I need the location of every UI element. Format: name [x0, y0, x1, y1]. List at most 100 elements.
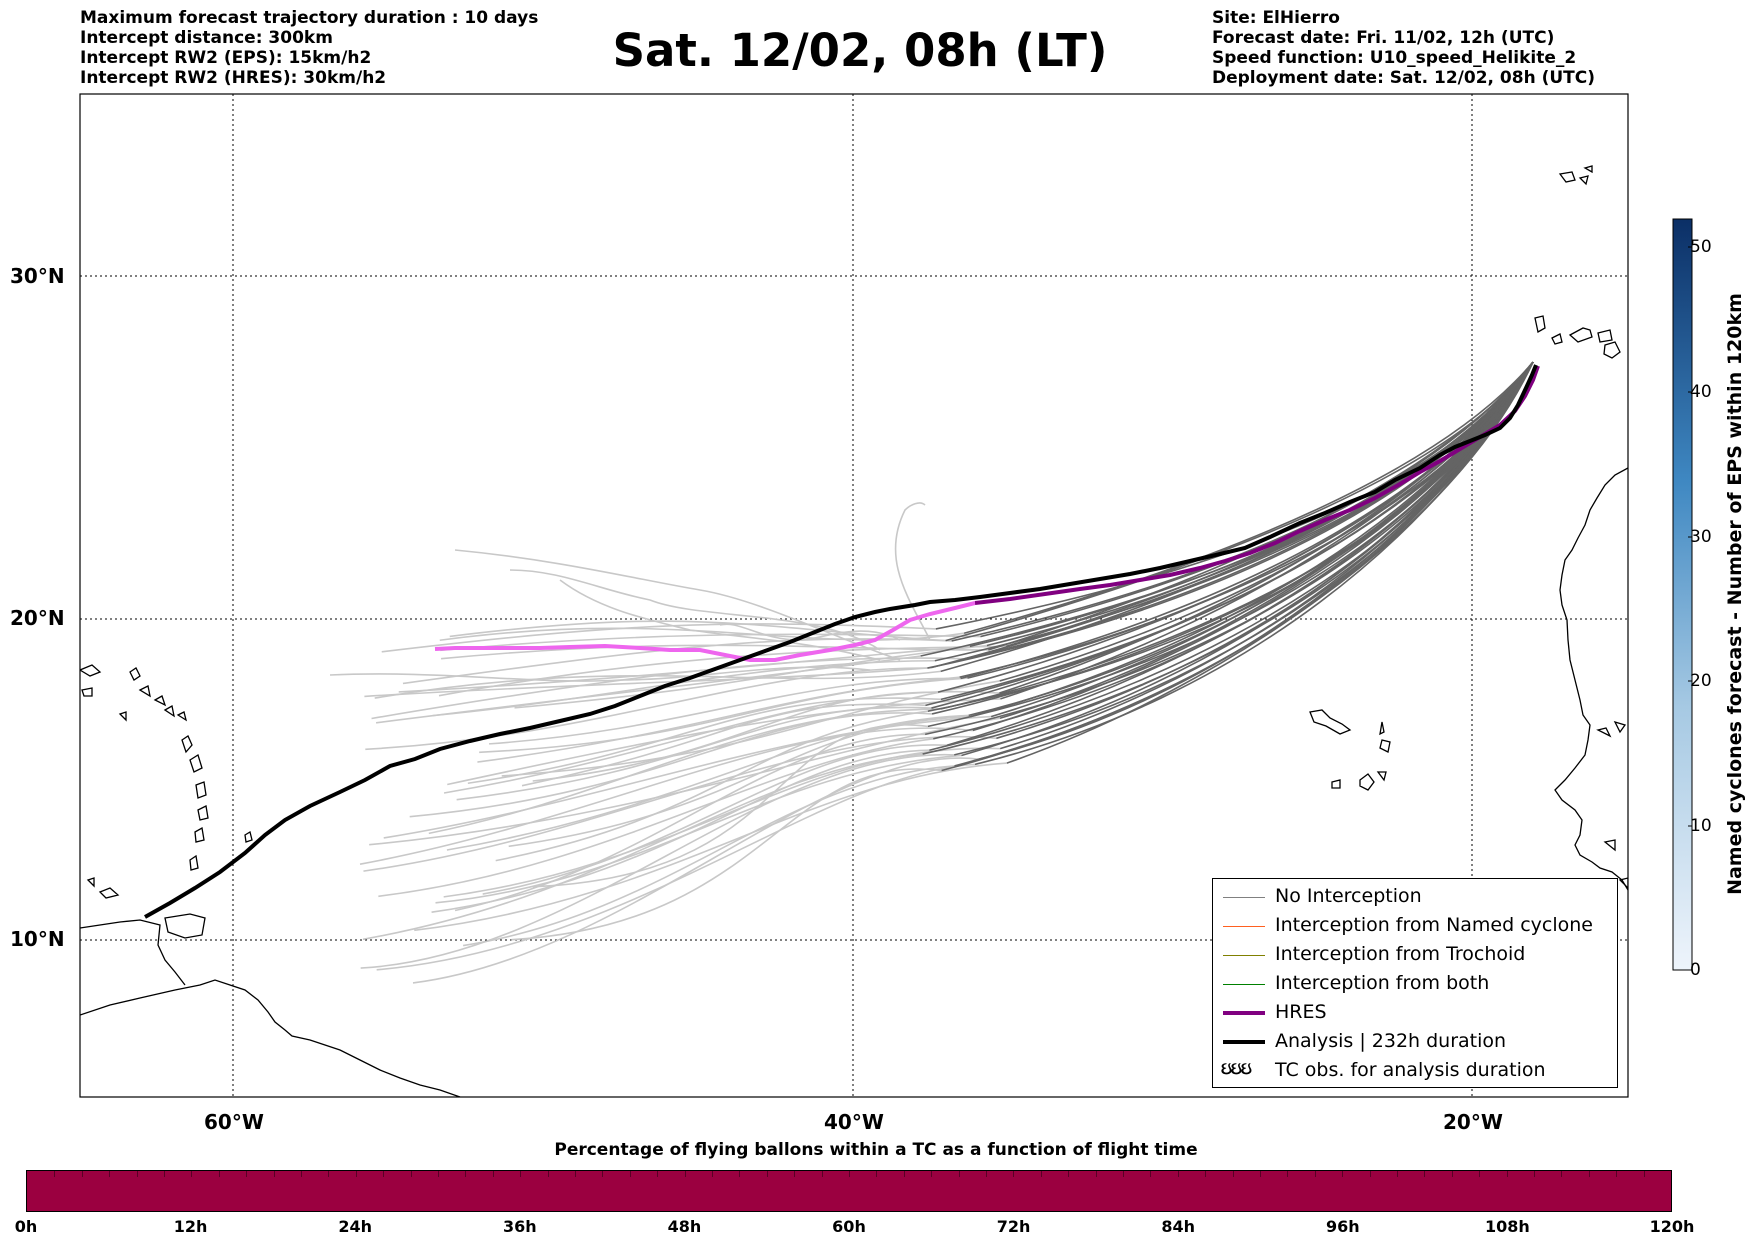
- time-bar-separator: [602, 1171, 604, 1177]
- time-bar-separator: [1643, 1171, 1645, 1177]
- time-bar-separator: [1013, 1171, 1015, 1177]
- time-bar-separator: [657, 1171, 659, 1177]
- time-bar-separator: [1123, 1171, 1124, 1177]
- time-bar-separator: [1095, 1171, 1097, 1177]
- time-bar-separator: [903, 1171, 905, 1177]
- cape-verde-islands: [1309, 709, 1391, 791]
- time-bar-separator: [136, 1171, 138, 1177]
- tc-obs-symbol-icon: ઇઇઇ: [1221, 1059, 1252, 1079]
- intercept-distance-text: Intercept distance: 300km: [80, 28, 333, 48]
- header-right-info: Site: ElHierro Forecast date: Fri. 11/02…: [1212, 8, 1595, 88]
- page-title: Sat. 12/02, 08h (LT): [612, 24, 1108, 77]
- eps-trajectory-dark: [980, 361, 1534, 638]
- lesser-antilles-4: [197, 805, 209, 821]
- header-left-info: Maximum forecast trajectory duration : 1…: [80, 8, 538, 88]
- eps-trajectory-light: [488, 677, 961, 745]
- eps-trajectory-dark: [988, 361, 1534, 651]
- time-bar-separator: [1506, 1171, 1508, 1177]
- eps-trajectory-light: [440, 644, 989, 660]
- eps-trajectory-light: [456, 706, 932, 801]
- intercept-hres-text: Intercept RW2 (HRES): 30km/h2: [80, 68, 387, 88]
- time-bar-separator: [520, 1171, 522, 1177]
- eps-trajectory-light: [559, 579, 881, 661]
- lat-label-10n: 10°N: [10, 927, 65, 951]
- time-bar-separator: [794, 1171, 796, 1177]
- colorbar-tick-label-50: 50: [1690, 237, 1712, 257]
- lesser-antilles-2: [189, 754, 203, 773]
- eps-trajectory-light: [467, 697, 941, 785]
- time-bar-separator: [849, 1171, 850, 1177]
- eps-trajectory-light: [532, 691, 939, 782]
- time-bar-separator: [1369, 1171, 1371, 1177]
- time-bar-separator: [1314, 1171, 1316, 1177]
- time-bar-separator: [218, 1171, 220, 1177]
- colorbar-tick-label-10: 10: [1690, 816, 1712, 836]
- eps-trajectory-light: [362, 753, 923, 941]
- time-bar-tick-label: 96h: [1325, 1217, 1360, 1236]
- eps-trajectory-light: [359, 727, 973, 865]
- time-bar-separator: [684, 1171, 686, 1177]
- eps-trajectory-light: [364, 666, 932, 698]
- time-bar-separator: [1424, 1171, 1426, 1177]
- eps-trajectory-dark: [927, 361, 1534, 728]
- time-bar-tick-label: 60h: [832, 1217, 866, 1236]
- eps-trajectories-light: [329, 502, 1007, 984]
- venezuela-coast-west: [80, 919, 186, 986]
- eps-trajectory-dark: [969, 361, 1534, 718]
- legend-item-both: Interception from both: [1213, 970, 1617, 999]
- time-bar-separator: [1150, 1171, 1152, 1177]
- time-bar-separator: [301, 1171, 302, 1177]
- eps-trajectory-dark: [961, 361, 1534, 757]
- eps-trajectory-dark: [920, 361, 1534, 657]
- eps-trajectory-light: [508, 715, 971, 848]
- legend-label-both: Interception from both: [1275, 972, 1490, 994]
- eps-trajectory-dark: [927, 361, 1534, 669]
- eps-trajectory-dark: [963, 361, 1534, 634]
- map-frame: [79, 93, 1629, 1098]
- time-bar-separator: [164, 1171, 165, 1177]
- legend-item-analysis: Analysis | 232h duration: [1213, 1028, 1617, 1057]
- legend-label-tc-obs: TC obs. for analysis duration: [1275, 1059, 1546, 1081]
- time-bar-separator: [191, 1171, 193, 1177]
- time-bar-separator: [986, 1171, 987, 1177]
- legend-item-no-interception: No Interception: [1213, 883, 1617, 912]
- time-bar-separator: [273, 1171, 275, 1177]
- time-bar-separator: [410, 1171, 412, 1177]
- eps-trajectory-light: [435, 754, 962, 904]
- eps-trajectory-light: [482, 744, 947, 895]
- eps-trajectory-dark: [1000, 361, 1534, 700]
- eps-trajectory-light: [514, 644, 987, 709]
- lesser-antilles-5: [194, 826, 205, 843]
- eps-trajectory-light: [381, 623, 936, 653]
- hres-track-forecast: [434, 601, 976, 662]
- eps-trajectory-light: [454, 733, 926, 912]
- time-bar-tick-label: 120h: [1649, 1217, 1695, 1236]
- intercept-eps-text: Intercept RW2 (EPS): 15km/h2: [80, 48, 372, 68]
- time-bar-separator: [1588, 1171, 1590, 1177]
- map-legend: No Interception Interception from Named …: [1212, 878, 1618, 1088]
- legend-swatch-no-interception: [1223, 897, 1265, 898]
- legend-item-tc-obs: ઇઇઇ TC obs. for analysis duration: [1213, 1057, 1617, 1086]
- time-bar-separator: [492, 1171, 494, 1177]
- coastlines: [80, 165, 1628, 1097]
- legend-swatch-both: [1223, 984, 1265, 985]
- site-text: Site: ElHierro: [1212, 8, 1340, 28]
- eps-trajectory-light: [454, 549, 901, 661]
- time-bar-separator: [355, 1171, 357, 1177]
- time-bar-separator: [1068, 1171, 1070, 1177]
- africa-coast-islands: [1596, 720, 1628, 889]
- eps-trajectory-light: [409, 712, 933, 818]
- eps-trajectory-light: [447, 698, 1001, 786]
- colorbar-fill: [1672, 218, 1693, 971]
- eps-trajectory-dark: [933, 361, 1534, 740]
- eps-trajectory-light: [329, 666, 871, 682]
- eps-trajectory-light: [521, 703, 926, 787]
- lon-label-20w: 20°W: [1443, 1110, 1503, 1134]
- time-bar-separator: [712, 1171, 713, 1177]
- colorbar-title-text: Named cyclones forecast - Number of EPS …: [1724, 293, 1746, 895]
- colorbar-ticks: [1688, 246, 1692, 971]
- legend-label-no-interception: No Interception: [1275, 885, 1422, 907]
- time-bar-separator: [438, 1171, 439, 1177]
- time-bar-separator: [1260, 1171, 1261, 1177]
- africa-coast: [1554, 467, 1628, 891]
